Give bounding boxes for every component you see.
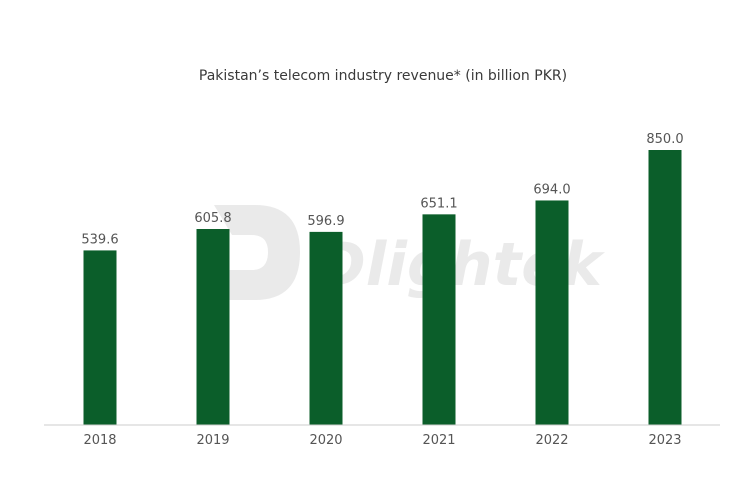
bar-2018: [83, 250, 117, 425]
value-labels-group: 539.6 605.8 596.9 651.1 694.0 850.0: [81, 132, 683, 247]
x-tick-label-2019: 2019: [196, 433, 229, 448]
watermark-d-mark: [212, 205, 300, 300]
value-label-2019: 605.8: [194, 211, 231, 226]
value-label-2020: 596.9: [307, 214, 344, 229]
bar-2019: [196, 229, 230, 425]
x-tick-label-2018: 2018: [83, 433, 116, 448]
x-tick-labels-group: 2018 2019 2020 2021 2022 2023: [83, 433, 681, 448]
value-label-2018: 539.6: [81, 232, 118, 247]
x-tick-label-2021: 2021: [422, 433, 455, 448]
chart-title: Pakistan’s telecom industry revenue* (in…: [199, 68, 567, 84]
bar-2022: [535, 200, 569, 425]
value-label-2023: 850.0: [646, 132, 683, 147]
bar-2023: [648, 150, 682, 425]
value-label-2022: 694.0: [533, 182, 570, 197]
bars-group: [83, 150, 682, 425]
x-tick-label-2020: 2020: [309, 433, 342, 448]
x-tick-label-2023: 2023: [648, 433, 681, 448]
bar-2020: [309, 231, 343, 425]
bar-2021: [422, 214, 456, 425]
value-label-2021: 651.1: [420, 196, 457, 211]
x-tick-label-2022: 2022: [535, 433, 568, 448]
